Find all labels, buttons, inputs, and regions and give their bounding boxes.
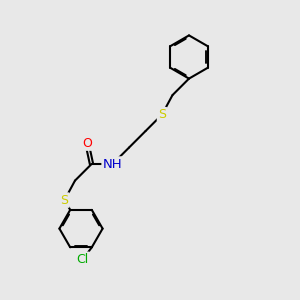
Text: NH: NH xyxy=(103,158,122,171)
Text: O: O xyxy=(82,136,92,150)
Text: S: S xyxy=(61,194,68,207)
Text: S: S xyxy=(158,108,166,121)
Text: Cl: Cl xyxy=(77,253,89,266)
